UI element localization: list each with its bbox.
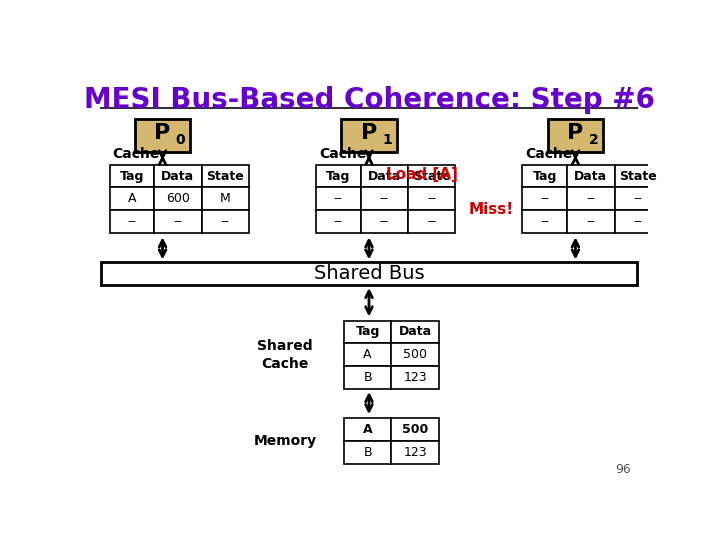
Bar	[392, 366, 438, 389]
Text: Tag: Tag	[326, 170, 351, 183]
Text: MESI Bus-Based Coherence: Step #6: MESI Bus-Based Coherence: Step #6	[84, 85, 654, 113]
Text: Cache: Cache	[319, 147, 366, 161]
Bar	[316, 165, 361, 187]
Text: Memory: Memory	[253, 434, 317, 448]
Bar	[344, 418, 392, 441]
Bar	[392, 418, 438, 441]
Text: --: --	[586, 215, 595, 228]
Bar	[392, 441, 438, 464]
Text: 0: 0	[176, 133, 185, 147]
Text: Tag: Tag	[533, 170, 557, 183]
Text: --: --	[221, 215, 230, 228]
Text: B: B	[364, 446, 372, 459]
Bar	[361, 165, 408, 187]
Bar	[408, 165, 456, 187]
Text: State: State	[413, 170, 451, 183]
Text: --: --	[174, 215, 182, 228]
Text: --: --	[334, 215, 343, 228]
Text: --: --	[127, 215, 136, 228]
Bar	[202, 165, 249, 187]
Bar	[361, 210, 408, 233]
Text: Data: Data	[575, 170, 608, 183]
Text: Data: Data	[161, 170, 194, 183]
Bar	[344, 441, 392, 464]
Text: Load [A]: Load [A]	[386, 167, 458, 183]
Bar	[567, 165, 614, 187]
Text: 2: 2	[588, 133, 598, 147]
Text: P: P	[361, 124, 377, 144]
Bar	[547, 119, 603, 152]
Text: --: --	[427, 215, 436, 228]
Text: 500: 500	[402, 423, 428, 436]
Text: A: A	[363, 423, 372, 436]
Bar	[392, 343, 438, 366]
Text: A: A	[127, 192, 136, 205]
Text: --: --	[334, 192, 343, 205]
Bar	[316, 210, 361, 233]
Text: Miss!: Miss!	[468, 201, 513, 217]
Bar	[135, 119, 190, 152]
Text: A: A	[364, 348, 372, 361]
Text: --: --	[634, 192, 643, 205]
Bar	[523, 187, 567, 210]
Bar	[109, 165, 154, 187]
Bar	[408, 187, 456, 210]
Text: Shared Bus: Shared Bus	[314, 264, 424, 284]
Text: --: --	[380, 192, 389, 205]
Text: Data: Data	[368, 170, 401, 183]
Text: State: State	[619, 170, 657, 183]
Bar	[202, 210, 249, 233]
Bar	[154, 187, 202, 210]
Bar	[344, 366, 392, 389]
Bar	[523, 165, 567, 187]
Bar	[341, 119, 397, 152]
Text: 123: 123	[403, 371, 427, 384]
Text: --: --	[380, 215, 389, 228]
Text: --: --	[540, 192, 549, 205]
Bar	[567, 210, 614, 233]
Text: 600: 600	[166, 192, 190, 205]
Bar	[523, 210, 567, 233]
Text: Shared
Cache: Shared Cache	[258, 339, 313, 371]
Bar	[202, 187, 249, 210]
Bar	[615, 210, 662, 233]
Bar	[344, 343, 392, 366]
Bar	[316, 187, 361, 210]
Text: --: --	[634, 215, 643, 228]
Bar	[615, 187, 662, 210]
Bar	[154, 165, 202, 187]
Bar	[101, 262, 636, 285]
Text: 123: 123	[403, 446, 427, 459]
Text: 500: 500	[403, 348, 427, 361]
Text: Cache: Cache	[112, 147, 160, 161]
Bar	[361, 187, 408, 210]
Text: 96: 96	[616, 463, 631, 476]
Bar	[109, 187, 154, 210]
Text: B: B	[364, 371, 372, 384]
Bar	[615, 165, 662, 187]
Text: State: State	[207, 170, 244, 183]
Bar	[344, 321, 392, 343]
Bar	[408, 210, 456, 233]
Text: Tag: Tag	[120, 170, 144, 183]
Text: --: --	[427, 192, 436, 205]
Text: Tag: Tag	[356, 326, 379, 339]
Text: Cache: Cache	[526, 147, 572, 161]
Text: Data: Data	[398, 326, 431, 339]
Bar	[154, 210, 202, 233]
Text: M: M	[220, 192, 230, 205]
Bar	[392, 321, 438, 343]
Text: P: P	[154, 124, 171, 144]
Text: 1: 1	[382, 133, 392, 147]
Text: P: P	[567, 124, 584, 144]
Text: --: --	[586, 192, 595, 205]
Bar	[567, 187, 614, 210]
Bar	[109, 210, 154, 233]
Text: --: --	[540, 215, 549, 228]
